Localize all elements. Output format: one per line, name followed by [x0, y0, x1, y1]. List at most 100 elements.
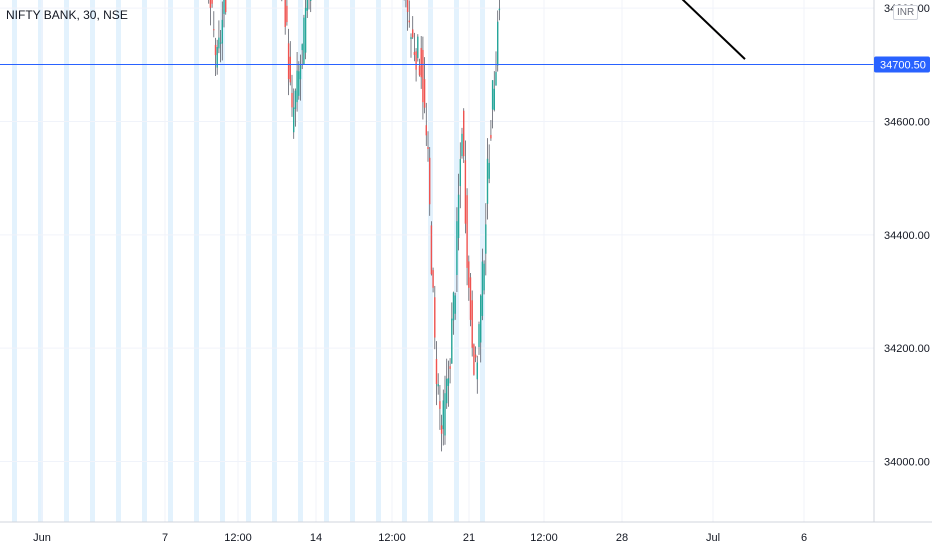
candle-body	[408, 20, 410, 23]
candle-body	[304, 7, 307, 53]
session-band	[116, 0, 121, 522]
session-band	[246, 0, 251, 522]
x-tick-label: 6	[801, 532, 807, 544]
candle-body	[422, 49, 424, 103]
candle-body	[310, 0, 312, 1]
session-band	[90, 0, 95, 522]
candle-body	[493, 88, 495, 111]
x-tick-label: 7	[162, 532, 168, 544]
candle-body	[211, 0, 213, 4]
session-band	[350, 0, 355, 522]
session-band	[272, 0, 277, 522]
y-tick-label: 34200.00	[884, 343, 930, 355]
candle-body	[498, 8, 501, 11]
candle-body	[216, 46, 218, 68]
session-band	[142, 0, 147, 522]
candle-body	[463, 110, 465, 157]
candle-body	[446, 378, 448, 404]
x-tick-label: Jul	[706, 532, 720, 544]
time-axis[interactable]: Jun 7 12:00 14 12:00 21 12:00 28 Jul 6	[33, 532, 807, 544]
candle-body	[219, 42, 222, 44]
candle-body	[439, 401, 441, 409]
candle-body	[434, 297, 436, 338]
candle-body	[306, 0, 308, 11]
candle-body	[440, 425, 443, 434]
y-tick-label: 34600.00	[884, 116, 930, 128]
candle-body	[476, 362, 478, 380]
candle-body	[430, 225, 433, 275]
candle-body	[468, 261, 470, 288]
candle-body	[218, 37, 220, 49]
session-band	[428, 0, 433, 522]
session-band	[12, 0, 17, 522]
x-tick-label: 12:00	[530, 532, 558, 544]
candle-body	[454, 295, 456, 314]
candle-body	[495, 72, 497, 86]
candle-body	[452, 292, 455, 321]
candle-body	[417, 36, 419, 58]
candle-body	[214, 44, 217, 56]
candle-body	[293, 107, 295, 133]
session-bands	[12, 0, 485, 522]
candle-body	[481, 261, 484, 316]
candle-body	[432, 270, 434, 288]
session-band	[64, 0, 69, 522]
level-label: 34700.50	[880, 60, 926, 72]
candle-body	[294, 90, 297, 109]
candle-body	[286, 5, 288, 23]
x-tick-label: Jun	[33, 532, 51, 544]
session-band	[194, 0, 199, 522]
candle-body	[449, 366, 451, 369]
candle-body	[474, 354, 477, 358]
candle-body	[464, 160, 467, 224]
candle-body	[429, 157, 431, 205]
candle-body	[225, 0, 227, 13]
candle-body	[427, 147, 429, 150]
candle-body	[289, 56, 291, 83]
candle-body	[298, 71, 300, 96]
candle-body	[287, 43, 290, 80]
candle-body	[456, 221, 458, 276]
candle-body	[209, 0, 212, 8]
candle-body	[412, 29, 414, 38]
session-band	[298, 0, 303, 522]
symbol-title: NIFTY BANK, 30, NSE	[6, 8, 128, 22]
candle-body	[423, 79, 426, 108]
x-tick-label: 21	[463, 532, 475, 544]
candle-body	[291, 92, 293, 108]
candle-body	[223, 0, 225, 14]
x-tick-label: 12:00	[378, 532, 406, 544]
currency-badge[interactable]: INR	[893, 5, 919, 20]
candle-body	[491, 80, 494, 110]
trendline[interactable]	[75, 0, 746, 60]
y-tick-label: 34000.00	[884, 457, 930, 469]
candle-body	[469, 277, 472, 320]
candle-body	[437, 384, 439, 387]
candle-body	[486, 158, 489, 204]
candle-body	[301, 44, 303, 51]
candle-body	[410, 37, 412, 39]
candle-body	[413, 52, 416, 55]
candle-body	[483, 263, 485, 291]
candle-body	[471, 300, 473, 348]
candle-body	[485, 224, 487, 254]
candle-body	[461, 133, 463, 157]
candle-body	[296, 70, 298, 103]
candle-body	[442, 400, 444, 430]
price-axis[interactable]: 34000.0034200.0034400.0034600.0034800.00…	[874, 0, 930, 469]
session-band	[38, 0, 43, 522]
session-band	[220, 0, 225, 522]
session-band	[376, 0, 381, 522]
candle-body	[221, 19, 223, 44]
candle-body	[415, 51, 417, 70]
candle-body	[444, 393, 446, 436]
candle-body	[435, 359, 438, 385]
candle-body	[420, 47, 422, 78]
candle-body	[497, 21, 499, 66]
session-band	[324, 0, 329, 522]
candle-body	[425, 125, 427, 136]
candle-body	[480, 295, 482, 343]
session-band	[402, 0, 407, 522]
y-tick-label: 34400.00	[884, 230, 930, 242]
